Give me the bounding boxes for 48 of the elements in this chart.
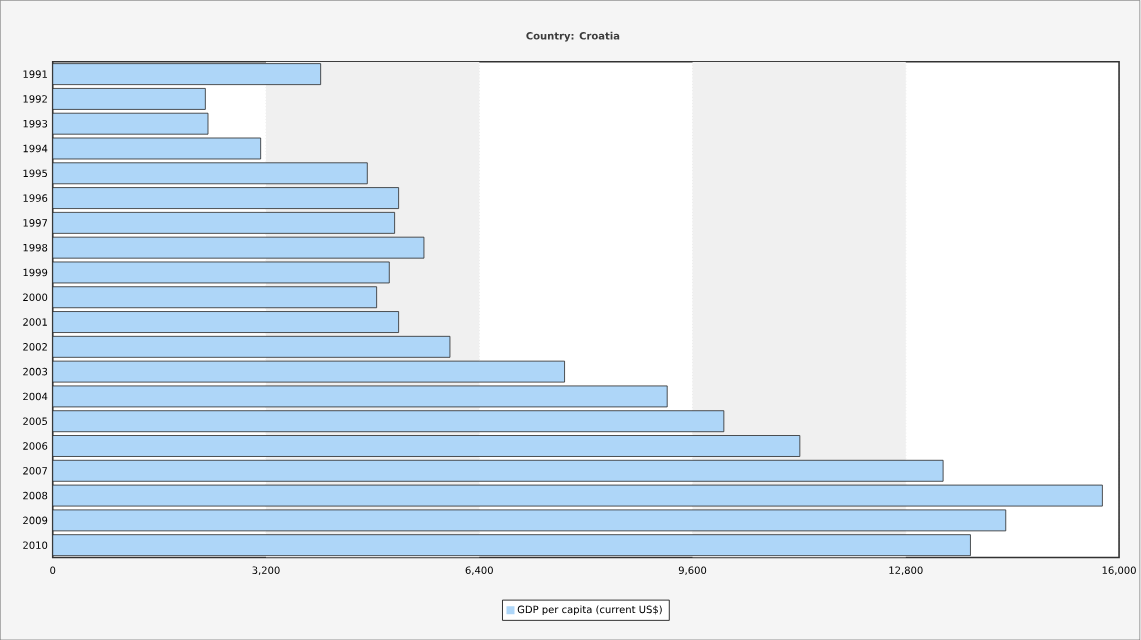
y-tick-label: 1998: [23, 243, 48, 252]
y-tick-label: 1994: [23, 144, 48, 153]
y-tick-label: 2010: [23, 541, 48, 549]
y-tick-label: 1999: [23, 268, 48, 277]
y-tick-label: 2004: [23, 392, 48, 401]
bar: [52, 286, 378, 309]
x-tick-label: 12,800: [889, 566, 923, 575]
bar: [52, 87, 206, 110]
bar: [52, 534, 971, 556]
y-tick-label: 2001: [23, 318, 47, 326]
bar: [52, 112, 209, 135]
y-tick-label: 2005: [23, 417, 47, 425]
y-tick-label: 1992: [23, 95, 47, 103]
bar: [52, 137, 262, 160]
bar: [52, 360, 565, 383]
bar: [52, 434, 801, 457]
legend-label: GDP per capita (current US$): [517, 605, 662, 615]
bar: [52, 410, 725, 432]
bar: [52, 484, 1103, 507]
y-tick-label: 2008: [23, 491, 48, 500]
y-tick-label: 2009: [23, 516, 48, 525]
y-tick-label: 1993: [23, 119, 48, 128]
y-tick-label: 1997: [23, 218, 48, 227]
y-tick-label: 1996: [23, 194, 48, 202]
y-tick-label: 2003: [23, 367, 48, 376]
chart-title: Country: Croatia: [526, 31, 620, 42]
y-tick-label: 1995: [23, 169, 47, 177]
y-tick-label: 1991: [23, 70, 47, 78]
x-tick-label: 3,200: [252, 566, 280, 575]
bar: [52, 385, 668, 408]
bar: [52, 162, 368, 185]
bar: [52, 509, 1007, 532]
bar: [52, 261, 390, 284]
y-tick-label: 2002: [23, 342, 47, 351]
y-tick-label: 2007: [23, 466, 48, 475]
bar: [52, 63, 322, 85]
x-tick-label: 16,000: [1102, 566, 1136, 575]
y-tick-label: 2000: [23, 293, 48, 301]
bar: [52, 187, 400, 209]
y-tick-label: 2006: [23, 442, 48, 450]
x-tick-label: 6,400: [465, 566, 493, 575]
bar: [52, 236, 425, 259]
bar: [52, 459, 944, 482]
bar: [52, 211, 396, 234]
x-tick-label: 0: [50, 566, 56, 574]
x-tick-label: 9,600: [678, 566, 707, 575]
bar: [52, 335, 451, 358]
bar: [52, 311, 400, 333]
